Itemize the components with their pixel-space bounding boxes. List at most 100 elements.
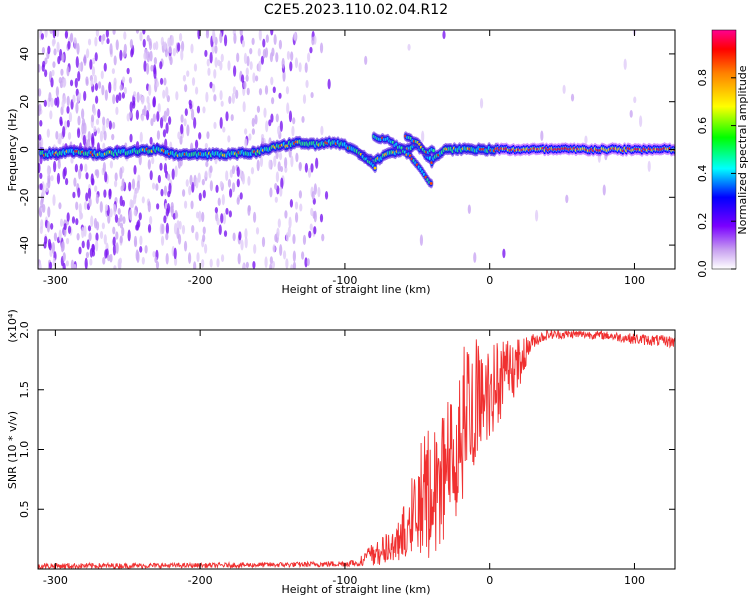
- spectrogram-noise-cell: [292, 261, 297, 269]
- spectrogram-noise-cell: [254, 114, 258, 125]
- spectrogram-noise-cell: [265, 34, 269, 43]
- spectrogram-noise-cell: [119, 235, 123, 244]
- spectrogram-noise-cell: [231, 182, 236, 193]
- spectrogram-noise-cell: [40, 198, 44, 208]
- spectrogram-noise-cell: [75, 88, 79, 97]
- spectrogram-noise-cell: [38, 134, 42, 141]
- spectrogram-noise-cell: [75, 56, 79, 69]
- spectrogram-noise-cell: [244, 228, 248, 240]
- colorbar-tick-label: 0.4: [696, 165, 709, 183]
- spectrogram-noise-cell: [121, 76, 126, 84]
- spectrogram-noise-cell: [241, 172, 246, 185]
- spectrogram-noise-cell: [301, 116, 305, 123]
- spectrogram-noise-cell: [46, 220, 51, 233]
- spectrogram-noise-cell: [75, 201, 79, 211]
- spectrogram-noise-cell: [57, 55, 61, 65]
- spectrogram-noise-cell: [278, 92, 282, 99]
- spectrogram-noise-cell: [157, 103, 161, 114]
- spectrogram-noise-cell: [94, 52, 98, 62]
- spectrogram-noise-cell: [196, 252, 200, 263]
- spectrogram-noise-cell: [227, 178, 232, 188]
- spectrogram-noise-cell: [157, 174, 161, 184]
- spectrogram-noise-cell: [240, 74, 245, 83]
- spectrogram-noise-cell: [101, 84, 105, 96]
- spectrogram-noise-cell: [219, 90, 223, 101]
- spectrogram-noise-cell: [205, 91, 209, 103]
- colorbar-label: Normalized spectral amplitude: [736, 65, 749, 234]
- spectrogram-noise-cell: [205, 160, 209, 168]
- spectrogram-noise-cell: [105, 30, 109, 38]
- spectrogram-noise-cell: [177, 131, 181, 140]
- spectrogram-noise-cell: [108, 188, 112, 197]
- spectrogram-noise-cell: [281, 57, 285, 69]
- spectrogram-noise-cell: [298, 162, 302, 172]
- spectrogram-noise-cell: [61, 241, 65, 252]
- spectrogram-noise-cell: [138, 212, 142, 221]
- spectrogram-noise-cell: [245, 74, 249, 82]
- spectrogram-noise-cell: [247, 175, 251, 186]
- spectrogram-noise-cell: [311, 36, 315, 46]
- spectrogram-noise-cell: [204, 170, 208, 178]
- spectrogram-noise-cell: [133, 235, 138, 248]
- spectrogram-noise-cell: [150, 118, 154, 127]
- spectrogram-noise-cell: [50, 77, 54, 88]
- spectrogram-noise-cell: [304, 257, 308, 268]
- spectrogram-noise-cell: [196, 105, 201, 114]
- spectrogram-noise-cell: [74, 163, 78, 173]
- snr-xtick-label: 0: [486, 574, 493, 587]
- spectrogram-noise-cell: [107, 214, 111, 224]
- spectrogram-noise-cell: [94, 82, 99, 92]
- spectrogram-noise-cell: [284, 157, 288, 169]
- spectrogram-noise-cell: [43, 99, 47, 107]
- spectrogram-noise-cell: [39, 183, 43, 191]
- spectrogram-noise-cell: [502, 248, 506, 259]
- snr-xtick-label: -300: [43, 574, 68, 587]
- spectrogram-noise-cell: [273, 155, 277, 168]
- spectrogram-noise-cell: [319, 42, 324, 54]
- spectrogram-noise-cell: [61, 53, 65, 63]
- spectrogram-noise-cell: [222, 212, 227, 225]
- spectrogram-noise-cell: [65, 260, 69, 267]
- spectrogram-noise-cell: [249, 61, 253, 71]
- spectrogram-noise-cell: [165, 232, 169, 241]
- spectrogram-noise-cell: [256, 105, 261, 113]
- spectrogram-noise-cell: [102, 256, 106, 265]
- spectrogram-noise-cell: [202, 189, 206, 199]
- spectrogram-noise-cell: [194, 139, 199, 149]
- spectrogram-noise-cell: [236, 52, 240, 63]
- spectrogram-noise-cell: [165, 222, 169, 235]
- spectrogram-noise-cell: [421, 130, 425, 143]
- spectrogram-noise-cell: [87, 187, 92, 199]
- spectrogram-noise-cell: [148, 40, 153, 51]
- spectrogram-noise-cell: [63, 95, 67, 105]
- spectrogram-noise-cell: [85, 251, 90, 259]
- spectrogram-noise-cell: [320, 125, 324, 136]
- spectrogram-noise-cell: [187, 252, 192, 264]
- spectrogram-noise-cell: [119, 222, 124, 229]
- spectrogram-noise-cell: [310, 207, 314, 217]
- spectrogram-noise-cell: [228, 210, 232, 218]
- spectrogram-noise-cell: [220, 100, 224, 107]
- spectrogram-noise-cell: [112, 243, 117, 256]
- spectrogram-noise-cell: [153, 56, 157, 65]
- spectrogram-noise-cell: [159, 117, 164, 129]
- spectrogram-noise-cell: [247, 205, 251, 212]
- spectrogram-noise-cell: [79, 210, 83, 220]
- spectrogram-noise-cell: [122, 49, 126, 58]
- spectrogram-noise-cell: [67, 40, 71, 50]
- spectrogram-noise-cell: [163, 41, 167, 51]
- spectrogram-noise-cell: [220, 53, 224, 63]
- spectrogram-noise-cell: [81, 122, 85, 135]
- spectrogram-noise-cell: [38, 262, 42, 269]
- spectrogram-noise-cell: [565, 194, 569, 204]
- spectrogram-noise-cell: [239, 30, 243, 37]
- spectrogram-noise-cell: [182, 74, 187, 82]
- spectrogram-noise-cell: [219, 180, 223, 188]
- spectrogram-noise-cell: [258, 60, 262, 73]
- spectrogram-noise-cell: [51, 69, 55, 77]
- spectrogram-noise-cell: [243, 52, 248, 65]
- spectrogram-noise-cell: [53, 48, 57, 56]
- spectrogram-noise-cell: [178, 33, 183, 42]
- spectrogram-noise-cell: [167, 37, 171, 47]
